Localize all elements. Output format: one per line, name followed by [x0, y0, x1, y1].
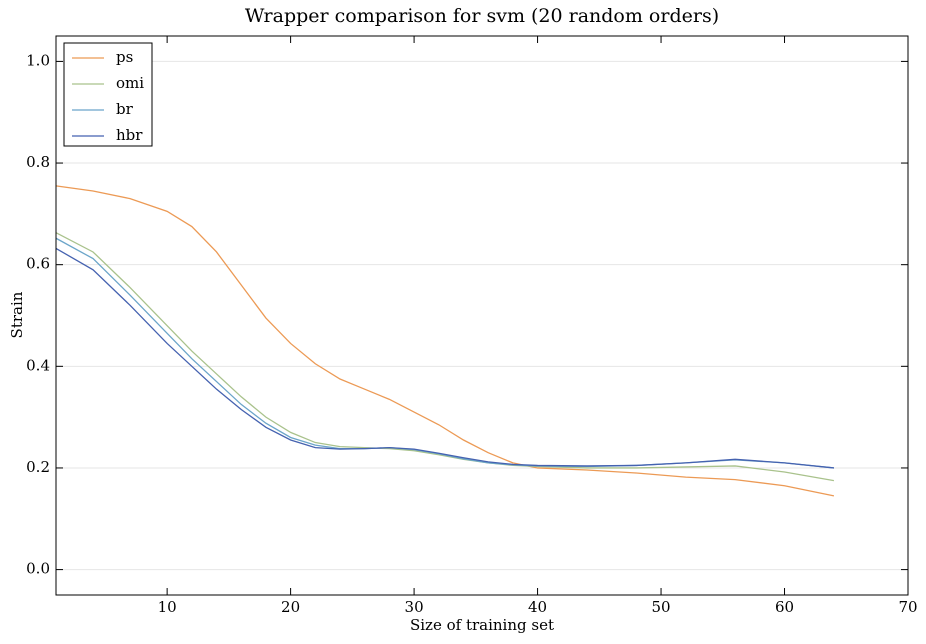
x-tick-label: 30	[405, 598, 424, 616]
x-axis-label: Size of training set	[410, 616, 554, 634]
y-tick-label: 0.4	[26, 356, 50, 374]
line-series	[55, 237, 834, 469]
plot-frame	[55, 35, 909, 596]
x-tick-label: 50	[651, 598, 670, 616]
y-tick-label: 0.0	[26, 560, 50, 578]
y-tick-label: 0.6	[26, 255, 50, 273]
chart-title: Wrapper comparison for svm (20 random or…	[245, 5, 719, 27]
x-tick-label: 60	[775, 598, 794, 616]
legend-box	[63, 42, 153, 147]
line-series	[55, 247, 834, 469]
legend-label: ps	[116, 48, 133, 66]
legend-label: omi	[116, 74, 144, 92]
x-tick-label: 10	[158, 598, 177, 616]
legend-label: br	[116, 100, 134, 118]
y-tick-label: 1.0	[26, 51, 50, 69]
y-tick-label: 0.2	[26, 458, 50, 476]
y-axis-label: Strain	[8, 291, 26, 338]
y-tick-label: 0.8	[26, 153, 50, 171]
legend-label: hbr	[116, 126, 143, 144]
x-tick-label: 40	[528, 598, 547, 616]
line-series	[55, 232, 835, 482]
line-series	[55, 185, 835, 497]
x-tick-label: 20	[281, 598, 300, 616]
x-tick-label: 70	[898, 598, 917, 616]
